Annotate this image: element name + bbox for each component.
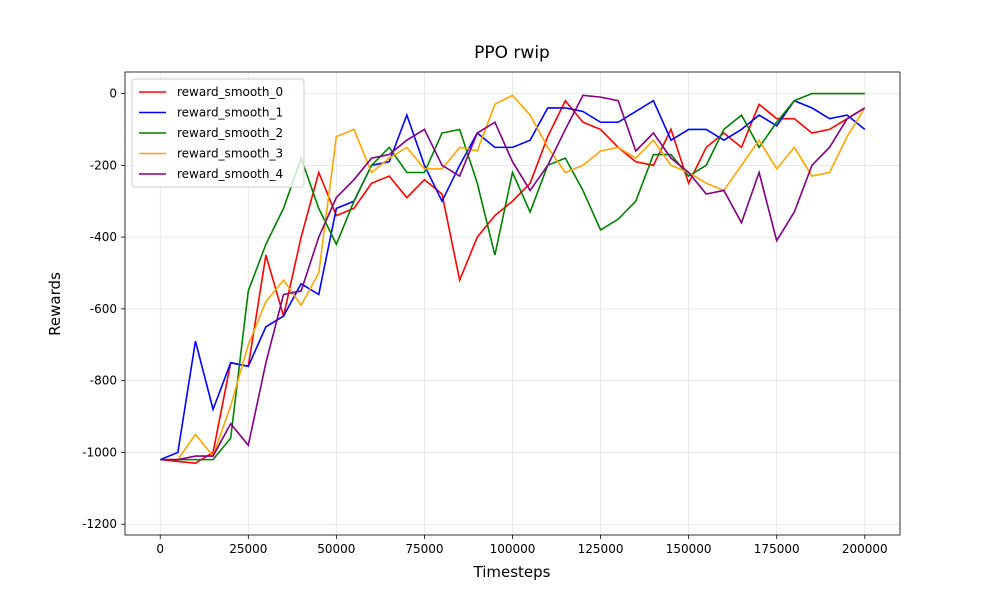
y-tick-label: -600 [90, 302, 117, 316]
x-axis-label: Timesteps [473, 563, 551, 581]
x-tick-label: 100000 [490, 542, 536, 556]
x-tick-label: 25000 [229, 542, 267, 556]
y-axis-label: Rewards [46, 272, 64, 336]
x-tick-label: 175000 [754, 542, 800, 556]
x-tick-label: 200000 [842, 542, 888, 556]
y-tick-label: -800 [90, 374, 117, 388]
y-tick-label: -1000 [82, 445, 117, 459]
series-line [160, 94, 866, 461]
series-line [160, 99, 866, 465]
legend-label: reward_smooth_0 [177, 85, 283, 99]
y-tick-label: -1200 [82, 517, 117, 531]
legend-label: reward_smooth_1 [177, 106, 283, 120]
legend: reward_smooth_0 reward_smooth_1 reward_smo… [131, 78, 305, 188]
x-tick-label: 75000 [405, 542, 443, 556]
legend-label: reward_smooth_3 [177, 147, 283, 161]
legend-box [131, 78, 305, 188]
legend-label: reward_smooth_4 [177, 167, 283, 181]
x-tick-label: 50000 [317, 542, 355, 556]
legend-label: reward_smooth_2 [177, 126, 283, 140]
x-tick-label: 150000 [666, 542, 712, 556]
y-tick-label: -400 [90, 230, 117, 244]
x-tick-label: 125000 [578, 542, 624, 556]
series-line [160, 94, 866, 461]
series-line [160, 92, 865, 461]
x-tick-label: 0 [156, 542, 164, 556]
y-tick-label: 0 [109, 87, 117, 101]
y-tick-label: -200 [90, 158, 117, 172]
plot-frame [124, 71, 901, 536]
chart-title: PPO rwip [474, 43, 550, 63]
